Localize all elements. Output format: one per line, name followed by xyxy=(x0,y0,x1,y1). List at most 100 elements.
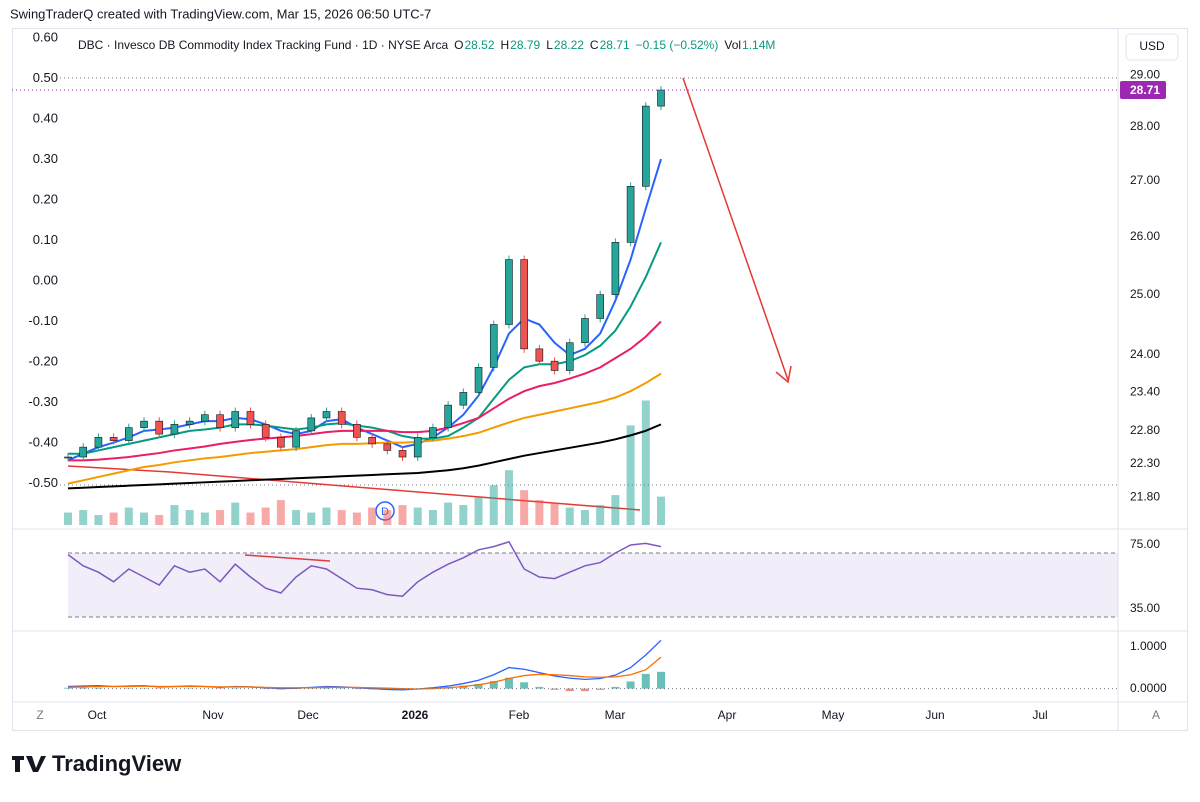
candle xyxy=(201,415,208,421)
volume-bar xyxy=(246,513,254,525)
candle xyxy=(490,325,497,368)
left-tick-label: 0.30 xyxy=(33,151,58,166)
candle xyxy=(399,450,406,457)
x-tick-label: Dec xyxy=(297,708,318,722)
candle xyxy=(369,437,376,444)
volume-bar xyxy=(520,490,528,525)
x-tick-label: May xyxy=(822,708,845,722)
candle xyxy=(551,361,558,370)
x-tick-label: Mar xyxy=(605,708,626,722)
volume-bar xyxy=(551,503,559,525)
x-tick-label: 2026 xyxy=(402,708,429,722)
rsi-tick-label: 35.00 xyxy=(1130,601,1160,615)
volume-bar xyxy=(611,495,619,525)
price-tick-label: 26.00 xyxy=(1130,229,1160,243)
legend-h: 28.79 xyxy=(510,38,540,52)
left-tick-label: 0.00 xyxy=(33,272,58,287)
x-tick-label: Nov xyxy=(202,708,223,722)
candle xyxy=(277,437,284,447)
legend-o-label: O xyxy=(454,38,463,52)
volume-bar xyxy=(262,508,270,525)
left-tick-label: 0.20 xyxy=(33,191,58,206)
legend-l-label: L xyxy=(546,38,553,52)
candle xyxy=(384,444,391,451)
volume-bar xyxy=(231,503,239,525)
volume-bar xyxy=(566,508,574,525)
candle xyxy=(247,412,254,425)
candle xyxy=(429,428,436,438)
trendline xyxy=(170,472,640,510)
trendline xyxy=(68,466,170,472)
macd-line xyxy=(68,657,661,689)
volume-bar xyxy=(657,497,665,525)
volume-bar xyxy=(429,510,437,525)
left-tick-label: 0.50 xyxy=(33,70,58,85)
candle xyxy=(323,412,330,418)
left-tick-label: -0.10 xyxy=(28,313,58,328)
candle xyxy=(262,424,269,437)
candle xyxy=(110,437,117,440)
legend-vol-label: Vol xyxy=(724,38,741,52)
candle xyxy=(521,260,528,349)
volume-bar xyxy=(216,510,224,525)
volume-bar xyxy=(475,498,483,525)
candle xyxy=(642,106,649,186)
x-tick-label: Feb xyxy=(509,708,530,722)
legend-symbol: DBC · Invesco DB Commodity Index Trackin… xyxy=(78,38,448,52)
volume-bar xyxy=(292,510,300,525)
volume-bar xyxy=(627,425,635,525)
price-tick-label: 28.00 xyxy=(1130,119,1160,133)
corner-button[interactable]: Z xyxy=(36,708,43,722)
x-tick-label: Jun xyxy=(925,708,944,722)
legend: DBC · Invesco DB Commodity Index Trackin… xyxy=(78,38,775,52)
candle xyxy=(597,295,604,319)
macd-tick-label: 0.0000 xyxy=(1130,681,1167,695)
candle xyxy=(338,412,345,425)
macd-histogram xyxy=(520,682,528,688)
left-tick-label: -0.40 xyxy=(28,434,58,449)
rsi-band xyxy=(68,553,1118,617)
last-price-label: 28.71 xyxy=(1130,83,1160,97)
volume-bar xyxy=(399,505,407,525)
arrow xyxy=(683,78,788,380)
candle xyxy=(80,447,87,457)
rsi-tick-label: 75.00 xyxy=(1130,537,1160,551)
legend-c-label: C xyxy=(590,38,599,52)
candle xyxy=(445,405,452,427)
macd-histogram xyxy=(551,689,559,690)
candle xyxy=(612,242,619,294)
macd-histogram xyxy=(94,688,102,689)
volume-bar xyxy=(155,515,163,525)
left-tick-label: -0.30 xyxy=(28,394,58,409)
volume-bar xyxy=(353,513,361,525)
x-tick-label: Jul xyxy=(1032,708,1047,722)
price-tick-label: 23.40 xyxy=(1130,385,1160,399)
volume-bar xyxy=(307,513,315,525)
legend-vol: 1.14M xyxy=(742,38,775,52)
volume-bar xyxy=(368,508,376,525)
candle xyxy=(186,421,193,424)
macd-histogram xyxy=(627,681,635,688)
volume-bar xyxy=(110,513,118,525)
volume-bar xyxy=(186,510,194,525)
volume-bar xyxy=(94,515,102,525)
candle xyxy=(141,421,148,427)
corner-button[interactable]: A xyxy=(1152,708,1160,722)
legend-change: −0.15 (−0.52%) xyxy=(636,38,719,52)
volume-bar xyxy=(277,500,285,525)
legend-h-label: H xyxy=(501,38,510,52)
candle xyxy=(627,186,634,242)
frame xyxy=(13,29,1188,731)
legend-c: 28.71 xyxy=(600,38,630,52)
candle xyxy=(581,318,588,342)
volume-bar xyxy=(170,505,178,525)
candle xyxy=(95,437,102,447)
price-tick-label: 27.00 xyxy=(1130,173,1160,187)
candle xyxy=(293,431,300,447)
volume-bar xyxy=(414,508,422,525)
candle xyxy=(156,421,163,434)
volume-bar xyxy=(79,510,87,525)
currency[interactable]: USD xyxy=(1139,39,1165,53)
left-tick-label: 0.60 xyxy=(33,30,58,45)
